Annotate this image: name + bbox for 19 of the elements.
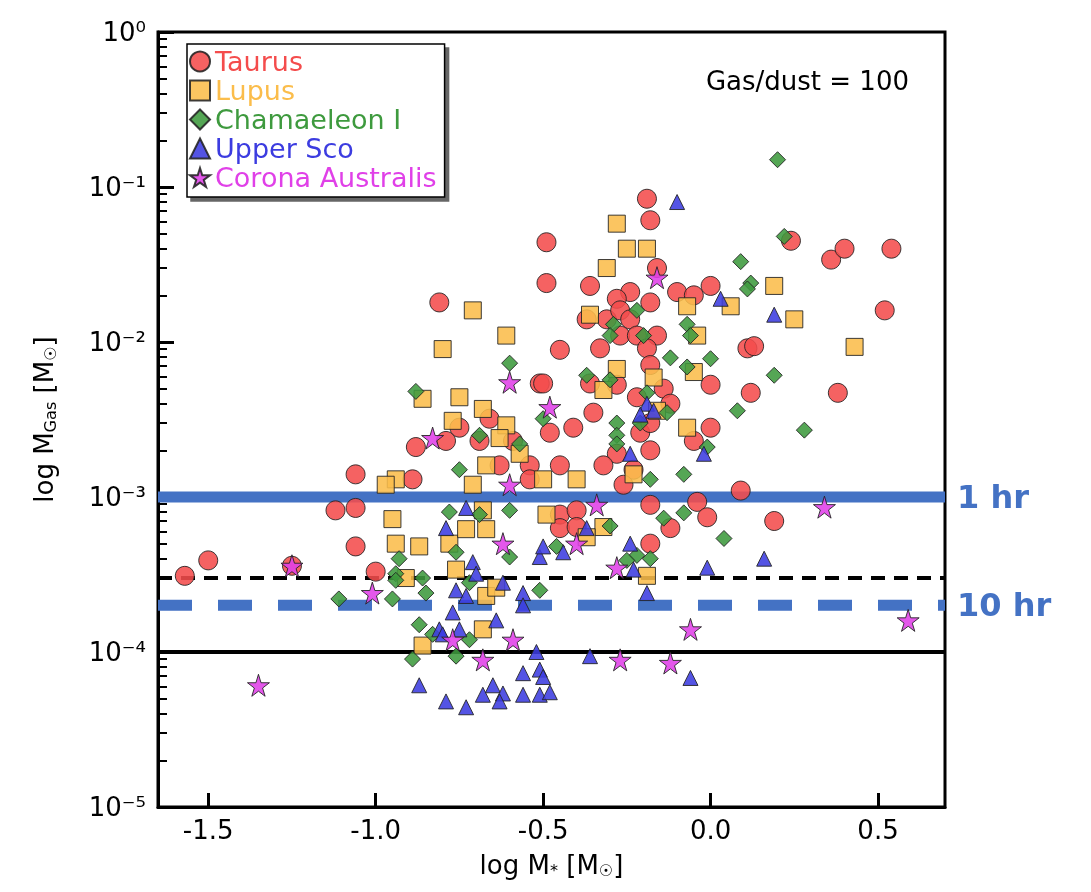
legend-label: Upper Sco [215,133,354,164]
y-tick-label: 10⁻³ [88,482,146,512]
y-tick-label: 10⁰ [102,17,146,47]
y-tick-label: 10⁻⁵ [88,792,146,822]
legend-label: Lupus [215,75,295,106]
annotation: Gas/dust = 100 [705,66,910,96]
y-axis-title: log MGas [M☉] [29,336,60,503]
x-tick-label: -0.5 [517,815,569,845]
y-tick-label: 10⁻¹ [88,172,146,202]
x-tick-label: 0.5 [857,815,899,845]
y-tick-label: 10⁻² [88,327,146,357]
ref-line-label: 1 hr [957,478,1030,516]
ref-line-label: 10 hr [957,586,1052,625]
y-tick-label: 10⁻⁴ [88,637,146,667]
legend-label: Taurus [214,46,303,77]
x-tick-label: 0.0 [689,815,732,845]
x-axis-title: log M* [M☉] [479,849,624,881]
x-tick-label: -1.0 [350,815,402,845]
x-tick-label: -1.5 [182,815,234,845]
